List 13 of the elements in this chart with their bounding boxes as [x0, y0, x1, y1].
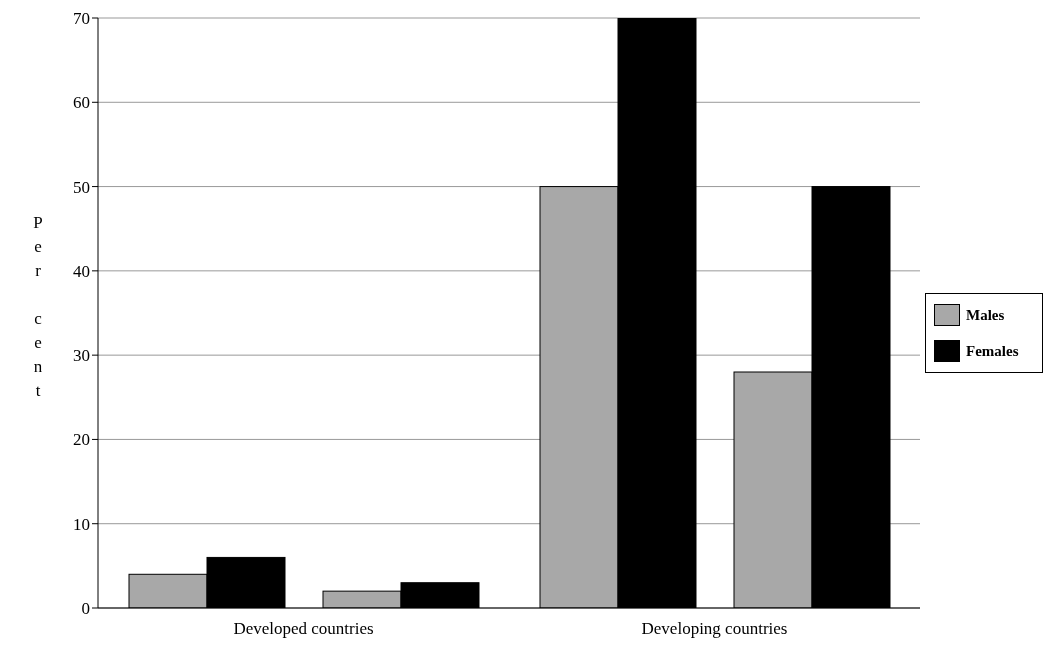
text: Per cent: [33, 213, 43, 400]
legend-label: Males: [966, 306, 1005, 324]
legend-label: Females: [966, 342, 1019, 360]
y-tick-label: 30: [73, 346, 90, 366]
y-tick-label: 50: [73, 177, 90, 197]
y-tick-label: 10: [73, 514, 90, 534]
x-tick-label: Developed countries: [233, 619, 374, 638]
y-tick-label: 0: [81, 599, 90, 619]
y-tick-label: 60: [73, 93, 90, 113]
y-tick-label: 20: [73, 430, 90, 450]
x-tick-label: Developing countries: [641, 619, 788, 638]
y-tick-label: 40: [73, 261, 90, 281]
y-tick-label: 70: [73, 9, 90, 29]
